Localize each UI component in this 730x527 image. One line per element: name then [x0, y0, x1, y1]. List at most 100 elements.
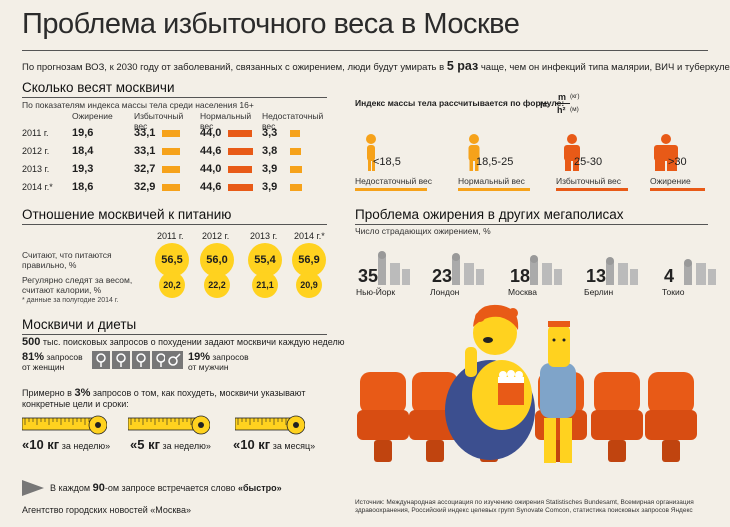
food-row1-label: Считают, что питаются правильно, % — [22, 250, 112, 270]
food-year: 2012 г. — [202, 231, 230, 241]
bmi-label: Ожирение — [650, 176, 691, 186]
food-value-circle: 56,0 — [200, 243, 234, 277]
seat-cushion — [357, 410, 409, 440]
bmi-color-bar — [556, 188, 628, 191]
divider — [22, 97, 327, 98]
col-obese: Ожирение — [72, 111, 113, 121]
bmi-label: Нормальный вес — [458, 176, 525, 186]
agency: Агентство городских новостей «Москва» — [22, 505, 191, 515]
measuring-tape-icon — [128, 415, 210, 435]
value-obese: 18,4 — [72, 145, 94, 157]
city-percent: 4 — [664, 266, 675, 286]
food-value-circle: 56,5 — [155, 243, 189, 277]
source-text: Источник: Международная ассоциация по из… — [355, 499, 694, 514]
bmi-formula-text: Индекс массы тела рассчитывается по форм… — [355, 98, 565, 108]
bmi-color-bar — [650, 188, 705, 191]
city-percent: 35 — [358, 266, 379, 286]
bmi-range: <18,5 — [373, 156, 401, 168]
value-normal: 44,0 — [200, 163, 222, 175]
goal-2: «5 кг за неделю» — [130, 437, 211, 452]
bmi-color-bar — [355, 188, 427, 191]
food-note: * данные за полугодие 2014 г. — [22, 297, 119, 304]
food-value-circle: 20,2 — [159, 272, 185, 298]
value-over: 33,1 — [134, 127, 156, 139]
value-over: 32,7 — [134, 163, 156, 175]
bmi-range: 25-30 — [574, 156, 603, 168]
year-label: 2014 г.* — [22, 182, 53, 192]
value-normal: 44,0 — [200, 127, 222, 139]
bar-normal — [228, 184, 253, 191]
weigh-heading: Сколько весят москвичи — [22, 80, 175, 95]
food-value-circle: 20,9 — [296, 272, 322, 298]
goal-1: «10 кг за неделю» — [22, 437, 111, 452]
col-over: Избыточный вес — [134, 111, 184, 131]
food-year: 2014 г.* — [294, 231, 325, 241]
seat-leg — [662, 440, 680, 462]
value-normal: 44,6 — [200, 145, 222, 157]
divider — [22, 334, 327, 335]
goals-text: Примерно в 3% запросов о том, как похуде… — [22, 387, 306, 410]
bmi-label: Недостаточный вес — [355, 176, 433, 186]
value-obese: 19,3 — [72, 163, 94, 175]
divider — [355, 224, 708, 225]
subtitle: По прогнозам ВОЗ, к 2030 году от заболев… — [22, 59, 730, 73]
seat-cushion — [591, 410, 643, 440]
food-year: 2013 г. — [250, 231, 278, 241]
bar-normal — [228, 148, 253, 155]
bar-under — [290, 166, 302, 173]
women-stat: 81% запросов от женщин — [22, 351, 83, 373]
city-skyline-icon — [378, 251, 410, 285]
value-over: 33,1 — [134, 145, 156, 157]
food-row2-label: Регулярно следят за весом, считают калор… — [22, 275, 133, 295]
city-skyline-icon — [530, 255, 562, 285]
bar-over — [162, 184, 181, 191]
bar-normal — [228, 166, 253, 173]
measuring-tape-icon — [22, 415, 107, 435]
bmi-label: Избыточный вес — [556, 176, 621, 186]
person-figure-icon — [366, 134, 376, 171]
city-percent: 18 — [510, 266, 531, 286]
city-name: Берлин — [584, 287, 614, 297]
female-icon — [112, 351, 130, 369]
year-label: 2013 г. — [22, 164, 50, 174]
bar-over — [162, 166, 180, 173]
women-icons — [92, 351, 170, 369]
city-skyline-icon — [684, 259, 716, 285]
col-under: Недостаточный вес — [262, 111, 324, 131]
year-label: 2012 г. — [22, 146, 50, 156]
city-skyline-icon — [606, 257, 638, 285]
city-percent: 13 — [586, 266, 607, 286]
weigh-sub: По показателям индекса массы тела среди … — [22, 100, 254, 110]
seat-leg — [374, 440, 392, 462]
food-value-circle: 56,9 — [292, 243, 326, 277]
city-name: Лондон — [430, 287, 460, 297]
male-icon — [165, 351, 183, 369]
person-figure-icon — [564, 134, 580, 171]
seat-back — [360, 372, 406, 414]
city-percent: 23 — [432, 266, 453, 286]
city-skyline-icon — [452, 253, 484, 285]
food-year: 2011 г. — [157, 231, 184, 241]
person-figure-icon — [468, 134, 480, 171]
bar-over — [162, 148, 181, 155]
person-figure-icon — [654, 134, 678, 171]
characters-illustration — [445, 304, 576, 463]
bmi-range: 18,5-25 — [476, 156, 514, 168]
goal-3: «10 кг за месяц» — [233, 437, 316, 452]
col-normal: Нормальный вес — [200, 111, 252, 131]
bmi-color-bar — [458, 188, 530, 191]
measuring-tape-icon — [235, 415, 305, 435]
bar-under — [290, 130, 300, 137]
value-obese: 19,6 — [72, 127, 94, 139]
female-icon — [92, 351, 110, 369]
cities-sub: Число страдающих ожирением, % — [355, 226, 491, 236]
seat-leg — [426, 440, 444, 462]
female-icon — [132, 351, 150, 369]
bar-under — [290, 184, 302, 191]
divider — [22, 50, 708, 51]
seat-cushion — [645, 410, 697, 440]
city-name: Токио — [662, 287, 685, 297]
seat-leg — [608, 440, 626, 462]
value-under: 3,3 — [262, 127, 278, 139]
bmi-range: >30 — [668, 156, 687, 168]
